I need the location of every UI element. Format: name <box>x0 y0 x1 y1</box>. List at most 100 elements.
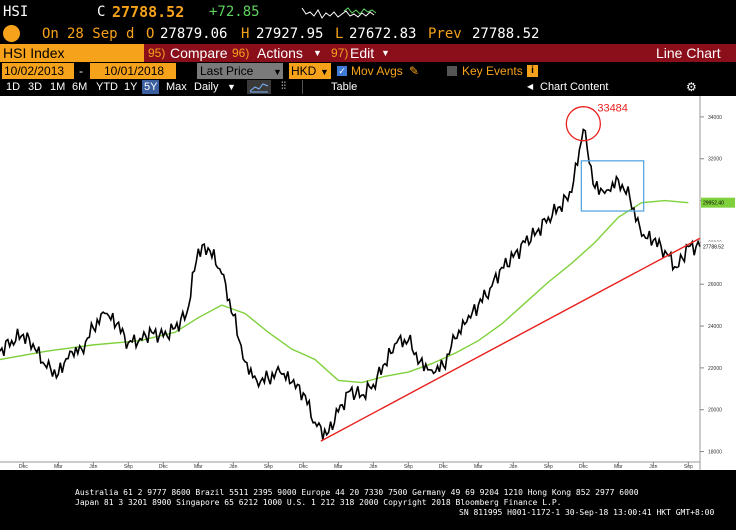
price-line[interactable] <box>0 128 701 440</box>
table-button[interactable]: Table <box>331 81 358 93</box>
edit-button[interactable]: Edit <box>350 45 375 61</box>
x-tick-label: Sep <box>264 464 273 470</box>
ma-tag: 29952.40 <box>703 201 724 207</box>
x-tick-label: Sep <box>544 464 553 470</box>
actions-dropdown-icon[interactable]: ▼ <box>313 48 322 58</box>
x-tick-label: Sep <box>684 464 693 470</box>
date-separator: - <box>79 64 83 78</box>
x-tick-label: Jun <box>229 464 237 470</box>
prev-price: 27788.52 <box>472 26 540 42</box>
quote-header: HSI C 27788.52 +72.85 <box>0 0 736 24</box>
prev-label: Prev <box>428 26 462 42</box>
y-tick-label: 34000 <box>708 115 722 121</box>
mov-avgs-label: Mov Avgs <box>351 64 403 78</box>
mov-avgs-checkbox[interactable]: ✓ <box>337 66 347 76</box>
low-price: 27672.83 <box>349 26 417 42</box>
start-date-field[interactable]: 10/02/2013 <box>2 63 74 79</box>
x-tick-label: Mar <box>194 464 203 470</box>
period-button-5y[interactable]: 5Y <box>142 80 160 94</box>
footer-contact-line2: Japan 81 3 3201 8900 Singapore 65 6212 1… <box>75 498 562 507</box>
actions-button[interactable]: Actions <box>257 45 303 61</box>
footer-contact-line1: Australia 61 2 9777 8600 Brazil 5511 239… <box>75 488 639 497</box>
price-change: +72.85 <box>209 4 260 20</box>
x-tick-label: Dec <box>159 464 168 470</box>
edit-number: 97) <box>331 46 349 60</box>
bar-chart-icon[interactable]: ⫶⫶ <box>281 81 286 92</box>
frequency-select[interactable]: Daily <box>194 81 219 93</box>
key-events-checkbox[interactable] <box>447 66 457 76</box>
high-price: 27927.95 <box>256 26 324 42</box>
close-price: 27788.52 <box>112 3 185 21</box>
y-tick-label: 18000 <box>708 450 722 456</box>
y-tick-label: 20000 <box>708 408 722 414</box>
period-button-1m[interactable]: 1M <box>50 81 66 93</box>
peak-circle-annotation[interactable] <box>565 106 601 142</box>
bloomberg-terminal-icon <box>3 25 20 42</box>
price-chart[interactable]: 1800020000220002400026000280003000032000… <box>0 96 736 476</box>
chart-settings: 10/02/2013 - 10/01/2018 Last Price ▼ HKD… <box>0 62 736 80</box>
field-select[interactable]: Last Price <box>197 63 283 79</box>
chart-area: 1800020000220002400026000280003000032000… <box>0 96 736 476</box>
compare-button[interactable]: Compare <box>170 45 228 61</box>
y-tick-label: 24000 <box>708 324 722 330</box>
period-button-1y[interactable]: 1Y <box>124 81 138 93</box>
consolidation-box-annotation[interactable] <box>580 160 645 212</box>
x-tick-label: Mar <box>614 464 623 470</box>
edit-dropdown-icon[interactable]: ▼ <box>381 48 390 58</box>
period-button-3d[interactable]: 3D <box>28 81 43 93</box>
info-icon[interactable]: i <box>527 65 538 77</box>
currency-dropdown-icon[interactable]: ▼ <box>320 67 329 77</box>
chart-type-label: Line Chart <box>656 45 721 61</box>
x-tick-label: Sep <box>124 464 133 470</box>
gear-icon[interactable]: ⚙ <box>686 80 697 94</box>
y-tick-label: 26000 <box>708 282 722 288</box>
close-label: C <box>97 4 106 20</box>
x-tick-label: Mar <box>474 464 483 470</box>
security-field[interactable]: HSI Index <box>0 44 144 62</box>
ticker: HSI <box>3 4 29 20</box>
x-tick-label: Sep <box>404 464 413 470</box>
ma-tag-bg <box>701 197 735 208</box>
last-price-tag-bg <box>701 241 735 252</box>
x-tick-label: Jun <box>509 464 517 470</box>
frequency-dropdown-icon[interactable]: ▼ <box>227 82 236 92</box>
quote-date: 28 Sep d <box>67 26 135 42</box>
line-chart-icon[interactable] <box>247 80 271 94</box>
actions-number: 96) <box>232 46 250 60</box>
pencil-icon[interactable]: ✎ <box>409 64 420 78</box>
compare-number: 95) <box>148 46 166 60</box>
period-button-6m[interactable]: 6M <box>72 81 88 93</box>
footer-session-line: SN 811995 H001-1172-1 30-Sep-18 13:00:41… <box>459 508 715 517</box>
peak-value-label: 33484 <box>597 103 628 115</box>
end-date-field[interactable]: 10/01/2018 <box>90 63 176 79</box>
x-tick-label: Dec <box>299 464 308 470</box>
chart-content-button[interactable]: Chart Content <box>540 81 609 93</box>
on-label: On <box>42 26 59 42</box>
low-label: L <box>335 26 344 42</box>
y-tick-label: 22000 <box>708 366 722 372</box>
open-label: O <box>146 26 155 42</box>
toolbar-divider <box>302 80 303 94</box>
period-button-max[interactable]: Max <box>166 81 187 93</box>
currency-select[interactable]: HKD <box>289 63 331 79</box>
high-label: H <box>241 26 250 42</box>
period-button-1d[interactable]: 1D <box>6 81 21 93</box>
y-tick-label: 32000 <box>708 157 722 163</box>
field-dropdown-icon[interactable]: ▼ <box>273 67 282 77</box>
x-tick-label: Dec <box>439 464 448 470</box>
trendline[interactable] <box>320 237 701 442</box>
last-price-tag: 27788.52 <box>703 245 724 251</box>
x-tick-label: Jun <box>649 464 657 470</box>
x-tick-label: Jun <box>369 464 377 470</box>
x-tick-label: Jun <box>89 464 97 470</box>
period-button-ytd[interactable]: YTD <box>96 81 118 93</box>
intraday-sparkline <box>301 7 377 19</box>
key-events-label: Key Events <box>462 64 523 78</box>
chart-content-arrow-icon[interactable]: ◀ <box>527 82 534 91</box>
x-tick-label: Mar <box>54 464 63 470</box>
open-price: 27879.06 <box>160 26 228 42</box>
x-tick-label: Dec <box>19 464 28 470</box>
footer: Australia 61 2 9777 8600 Brazil 5511 239… <box>0 484 736 530</box>
toolbar: HSI Index 95) Compare 96) Actions ▼ 97) … <box>0 44 736 62</box>
ohlc-row: On 28 Sep d O 27879.06 H 27927.95 L 2767… <box>0 24 736 44</box>
